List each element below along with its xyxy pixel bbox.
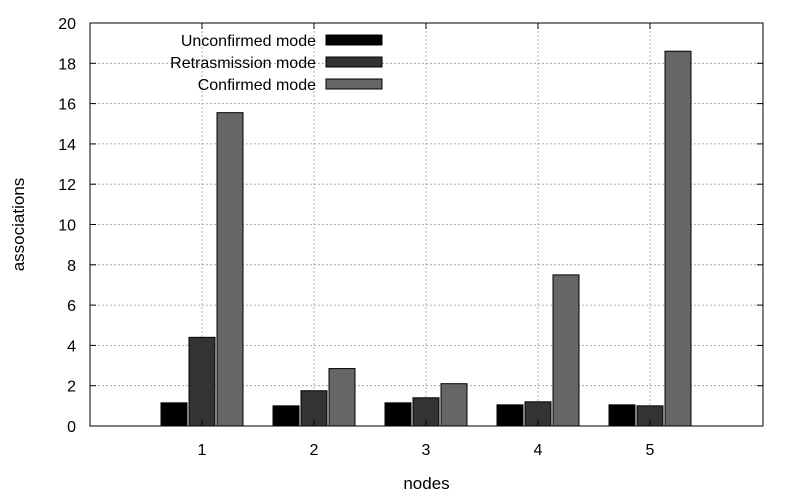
- bar-3-2: [328, 368, 356, 427]
- bar-1-2: [272, 405, 300, 427]
- y-tick-label: 20: [58, 16, 76, 33]
- y-tick-label: 8: [67, 258, 76, 275]
- legend-swatch-1: [325, 34, 383, 46]
- legend: Unconfirmed mode Retrasmission mode Confir…: [170, 33, 383, 94]
- bar-3-5: [664, 50, 692, 427]
- y-tick-label: 0: [67, 419, 76, 436]
- legend-label-3: Confirmed mode: [198, 77, 316, 94]
- bar-2-2: [300, 390, 328, 427]
- y-tick-label: 16: [58, 97, 76, 114]
- x-axis-ticks: 1 2 3 4 5: [198, 23, 655, 459]
- legend-label-2: Retrasmission mode: [170, 55, 316, 72]
- legend-swatch-3: [325, 78, 383, 90]
- bar-1-1: [160, 402, 188, 427]
- x-tick-label: 3: [422, 442, 431, 459]
- y-tick-label: 4: [67, 338, 76, 355]
- bars: [160, 50, 692, 427]
- bar-1-5: [608, 404, 636, 427]
- legend-label-1: Unconfirmed mode: [181, 33, 316, 50]
- x-tick-label: 2: [310, 442, 319, 459]
- x-axis-label: nodes: [403, 474, 449, 493]
- x-tick-label: 1: [198, 442, 207, 459]
- legend-swatch-2: [325, 56, 383, 68]
- x-tick-label: 4: [534, 442, 543, 459]
- bar-2-1: [188, 336, 216, 427]
- y-tick-label: 18: [58, 56, 76, 73]
- y-tick-label: 2: [67, 379, 76, 396]
- y-tick-label: 6: [67, 298, 76, 315]
- bar-1-4: [496, 404, 524, 427]
- y-tick-label: 12: [58, 177, 76, 194]
- y-tick-label: 10: [58, 218, 76, 235]
- bar-3-3: [440, 383, 468, 427]
- y-axis-label: associations: [9, 178, 28, 272]
- x-tick-label: 5: [646, 442, 655, 459]
- bar-3-1: [216, 112, 244, 427]
- bar-3-4: [552, 274, 580, 427]
- y-tick-label: 14: [58, 137, 76, 154]
- bar-1-3: [384, 402, 412, 427]
- y-axis-ticks: 0 2 4 6 8 10 12 14 16 18 20: [58, 16, 763, 436]
